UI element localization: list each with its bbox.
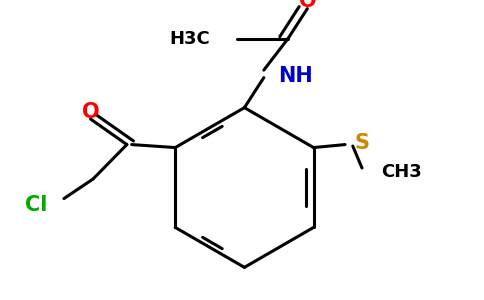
- Text: H3C: H3C: [170, 30, 211, 48]
- Text: CH3: CH3: [381, 163, 422, 181]
- Text: S: S: [355, 133, 370, 153]
- Text: Cl: Cl: [25, 195, 47, 214]
- Text: O: O: [299, 0, 316, 11]
- Text: O: O: [82, 102, 99, 122]
- Text: NH: NH: [278, 66, 313, 86]
